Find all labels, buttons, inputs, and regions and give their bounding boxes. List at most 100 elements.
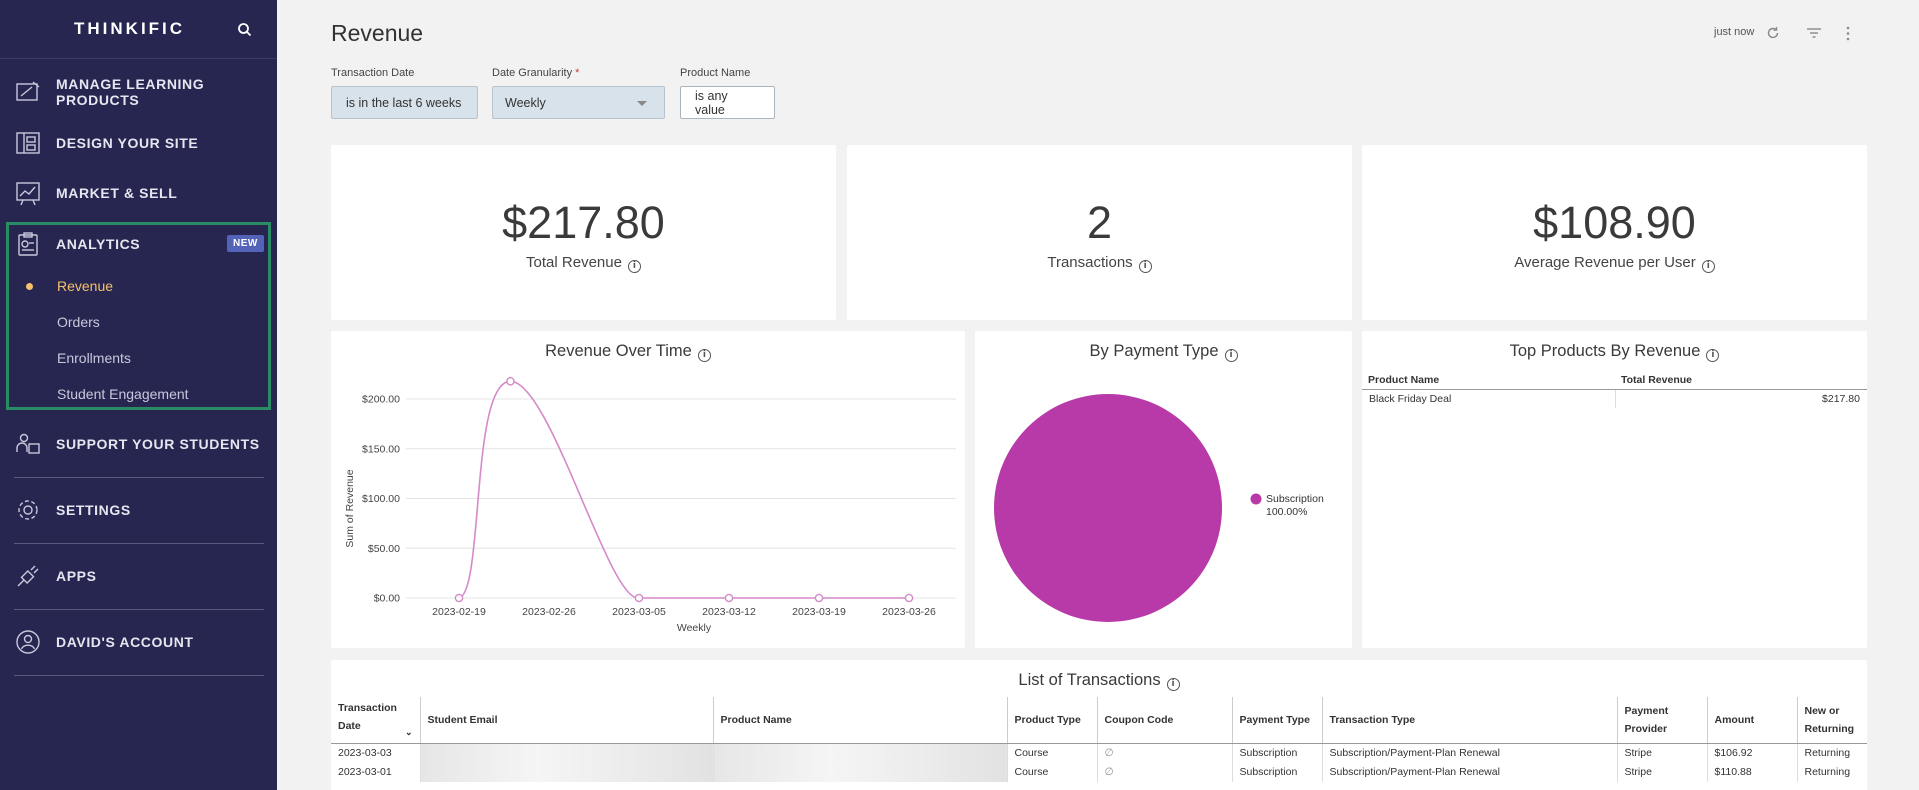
table-cell: ∅ <box>1097 743 1233 763</box>
x-tick-label: 2023-03-12 <box>702 606 756 618</box>
nav-label: APPS <box>56 568 97 584</box>
top-products-card: Top Products By Revenue i Product Name To… <box>1362 331 1867 648</box>
courses-icon <box>16 81 40 101</box>
table-cell: Stripe <box>1617 762 1708 782</box>
y-tick-label: $100.00 <box>362 493 400 505</box>
legend-label: Subscription <box>1266 493 1324 505</box>
filter-icon[interactable] <box>1806 27 1822 39</box>
data-point <box>634 593 644 603</box>
table-cell: Course <box>1007 743 1098 763</box>
nav-label: MANAGE LEARNING PRODUCTS <box>56 76 205 108</box>
table-row[interactable]: Black Friday Deal $217.80 <box>1362 389 1867 408</box>
divider <box>14 543 264 544</box>
x-tick-label: 2023-03-05 <box>612 606 666 618</box>
table-cell: 2023-03-01 <box>331 762 421 782</box>
series-line <box>458 380 909 599</box>
kpi-card-total-revenue: $217.80 Total Revenue i <box>331 145 836 320</box>
x-axis-label: Weekly <box>677 622 712 634</box>
table-cell: $106.92 <box>1707 743 1798 763</box>
nav-market-sell[interactable]: MARKET & SELL <box>14 173 264 213</box>
sidebar-item-enrollments[interactable]: Enrollments <box>57 350 131 366</box>
legend-percent: 100.00% <box>1266 506 1307 518</box>
nav-label: DESIGN YOUR SITE <box>56 135 199 151</box>
kpi-value: 2 <box>1086 197 1113 248</box>
column-header[interactable]: Coupon Code <box>1097 697 1233 744</box>
table-cell: Returning <box>1804 747 1851 760</box>
students-icon <box>16 433 40 454</box>
chevron-down-icon <box>637 101 647 106</box>
y-tick-label: $50.00 <box>368 543 400 555</box>
refresh-icon[interactable] <box>1766 26 1780 40</box>
nav-support-your-students[interactable]: SUPPORT YOUR STUDENTS <box>14 424 264 464</box>
info-icon[interactable]: i <box>697 349 711 362</box>
kpi-value: $108.90 <box>1533 197 1696 248</box>
top-products-table: Product Name Total Revenue Black Friday … <box>1362 371 1867 408</box>
kpi-label: Average Revenue per User i <box>1362 254 1867 273</box>
layout-icon <box>16 132 40 154</box>
column-header[interactable]: Product Name <box>1362 371 1615 390</box>
sidebar-item-revenue[interactable]: Revenue <box>57 278 114 294</box>
active-dot <box>26 283 33 290</box>
info-icon[interactable]: i <box>1138 260 1152 273</box>
nav-design-your-site[interactable]: DESIGN YOUR SITE <box>14 123 264 163</box>
column-header[interactable]: Total Revenue <box>1615 371 1867 390</box>
column-header[interactable]: Student Email <box>420 697 714 744</box>
product-name-filter[interactable]: is any value <box>680 86 775 119</box>
column-header[interactable]: Payment Provider <box>1617 697 1708 744</box>
column-header[interactable]: Payment Type <box>1232 697 1323 744</box>
sidebar-item-student-engagement[interactable]: Student Engagement <box>57 386 189 402</box>
more-options-icon[interactable] <box>1845 26 1851 41</box>
info-icon[interactable]: i <box>1224 349 1238 362</box>
x-tick-label: 2023-03-19 <box>792 606 846 618</box>
nav-account[interactable]: DAVID'S ACCOUNT <box>14 622 264 662</box>
table-row[interactable]: 2023-03-01 Course ∅ Subscription Subscri… <box>331 762 1867 782</box>
redacted-email <box>420 743 714 763</box>
nav-analytics[interactable]: ANALYTICS <box>14 224 264 264</box>
card-title: List of Transactions i <box>331 671 1867 691</box>
nav-apps[interactable]: APPS <box>14 556 264 596</box>
table-cell: $110.88 <box>1707 762 1798 782</box>
table-row[interactable]: 2023-03-03 Course ∅ Subscription Subscri… <box>331 743 1867 763</box>
column-header[interactable]: New or Returning <box>1797 697 1867 744</box>
transaction-date-filter[interactable]: is in the last 6 weeks <box>331 86 478 119</box>
column-header[interactable]: Amount <box>1707 697 1798 744</box>
column-header[interactable]: Transaction Date ⌄ <box>331 697 421 744</box>
granularity-select[interactable]: Weekly <box>492 86 665 119</box>
filter-label-transaction-date: Transaction Date <box>331 67 415 79</box>
nav-manage-learning-products[interactable]: MANAGE LEARNING PRODUCTS <box>14 72 264 112</box>
kpi-label: Transactions i <box>847 254 1352 273</box>
info-icon[interactable]: i <box>1701 260 1715 273</box>
y-tick-label: $200.00 <box>362 394 400 406</box>
transactions-table: Transaction Date ⌄ Student Email Product… <box>331 697 1867 782</box>
transactions-card: List of Transactions i Transaction Date ⌄… <box>331 660 1867 790</box>
table-cell: Returning <box>1804 766 1851 778</box>
column-header[interactable]: Product Type <box>1007 697 1098 744</box>
chart-title: Revenue Over Time i <box>311 342 945 362</box>
analytics-icon <box>18 232 38 256</box>
data-point <box>454 593 464 603</box>
table-cell: $217.80 <box>1822 393 1860 405</box>
nav-settings[interactable]: SETTINGS <box>14 490 264 530</box>
analytics-highlight <box>6 222 271 410</box>
search-icon[interactable] <box>236 21 254 39</box>
filter-label-granularity: Date Granularity * <box>492 67 580 79</box>
y-tick-label: $150.00 <box>362 443 400 455</box>
thinkific-logo[interactable]: THINKIFIC <box>74 19 186 38</box>
column-header[interactable]: Product Name <box>713 697 1008 744</box>
table-cell: Subscription <box>1232 743 1323 763</box>
info-icon[interactable]: i <box>1166 678 1180 691</box>
column-header[interactable]: Transaction Type <box>1322 697 1618 744</box>
info-icon[interactable]: i <box>1706 349 1720 362</box>
info-icon[interactable]: i <box>627 260 641 273</box>
x-tick-label: 2023-03-26 <box>882 606 936 618</box>
sidebar-item-orders[interactable]: Orders <box>57 314 100 330</box>
table-cell: Subscription/Payment-Plan Renewal <box>1322 743 1618 763</box>
x-tick-label: 2023-02-26 <box>522 606 576 618</box>
chevron-down-icon[interactable]: ⌄ <box>404 727 413 737</box>
legend-swatch <box>1250 493 1262 505</box>
line-chart: $200.00 $150.00 $100.00 $50.00 $0.00 2023-02-… <box>344 376 956 634</box>
new-badge: NEW <box>227 235 264 252</box>
filter-label-product-name: Product Name <box>680 67 751 79</box>
gear-icon <box>18 500 38 520</box>
